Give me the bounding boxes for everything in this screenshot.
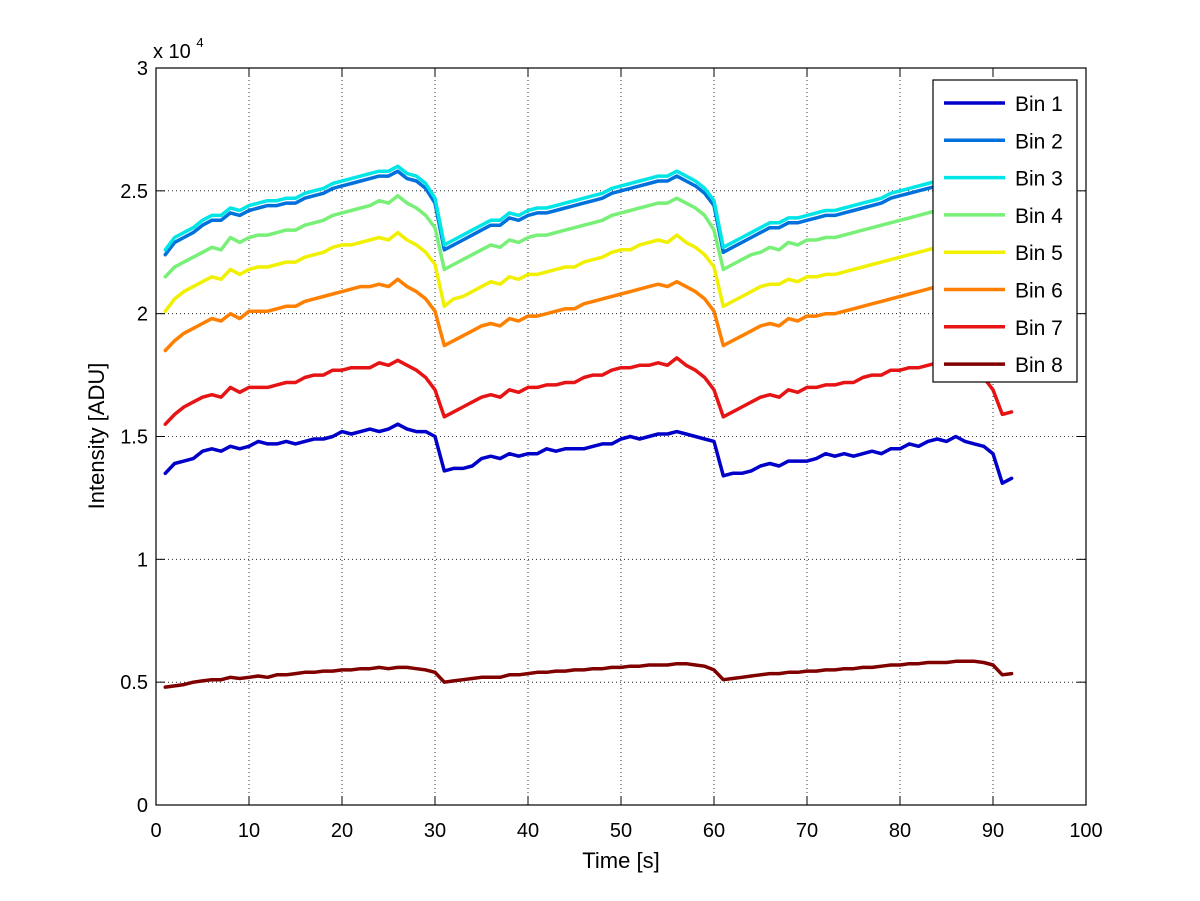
y-tick-label: 0.5: [120, 672, 148, 694]
x-tick-label: 50: [610, 820, 632, 842]
x-tick-label: 70: [796, 820, 818, 842]
x-tick-labels: 0 10 20 30 40 50 60 70 80 90 100: [150, 820, 1102, 842]
x-axis-label: Time [s]: [582, 848, 659, 873]
grid: [156, 68, 1086, 805]
ticks: [155, 67, 1087, 806]
y-tick-label: 2: [137, 304, 148, 326]
y-tick-label: 3: [137, 58, 148, 80]
x-tick-label: 100: [1069, 820, 1102, 842]
exponent-power: 4: [196, 35, 203, 50]
series-line-bin-5: [163, 230, 1014, 313]
legend-label: Bin 5: [1015, 242, 1063, 265]
legend-label: Bin 6: [1015, 280, 1063, 303]
x-tick-label: 60: [703, 820, 725, 842]
x-tick-label: 90: [982, 820, 1004, 842]
legend: Bin 1 Bin 2 Bin 3 Bin 4 Bin 5 Bin 6 Bin 7 Bin 8: [932, 79, 1078, 383]
x-tick-label: 40: [517, 820, 539, 842]
legend-label: Bin 1: [1015, 93, 1063, 116]
series-line-bin-3: [163, 164, 1014, 252]
y-tick-labels: 0 0.5 1 1.5 2 2.5 3: [120, 58, 148, 817]
x-tick-label: 10: [238, 820, 260, 842]
y-tick-label: 0: [137, 795, 148, 817]
legend-label: Bin 8: [1015, 354, 1063, 377]
x-tick-label: 20: [331, 820, 353, 842]
y-axis-label: Intensity [ADU]: [84, 363, 109, 510]
series-line-bin-6: [163, 277, 1014, 353]
y-tick-label: 2.5: [120, 181, 148, 203]
x-tick-label: 80: [889, 820, 911, 842]
y-tick-label: 1.5: [120, 427, 148, 449]
x-tick-label: 0: [150, 820, 161, 842]
exponent-prefix: x 10: [153, 41, 191, 63]
exponent-label: x 10 4: [153, 35, 204, 63]
x-tick-label: 30: [424, 820, 446, 842]
series-group: [163, 164, 1014, 689]
legend-label: Bin 2: [1015, 130, 1063, 153]
legend-box: [932, 79, 1078, 383]
legend-label: Bin 4: [1015, 205, 1063, 228]
series-line-bin-8: [163, 659, 1014, 689]
series-line-bin-1: [163, 422, 1014, 485]
legend-label: Bin 3: [1015, 168, 1063, 191]
series-line-bin-4: [163, 193, 1014, 279]
legend-label: Bin 7: [1015, 317, 1063, 340]
series-line-bin-7: [163, 356, 1014, 426]
y-tick-label: 1: [137, 549, 148, 571]
series-line-bin-2: [163, 169, 1014, 257]
